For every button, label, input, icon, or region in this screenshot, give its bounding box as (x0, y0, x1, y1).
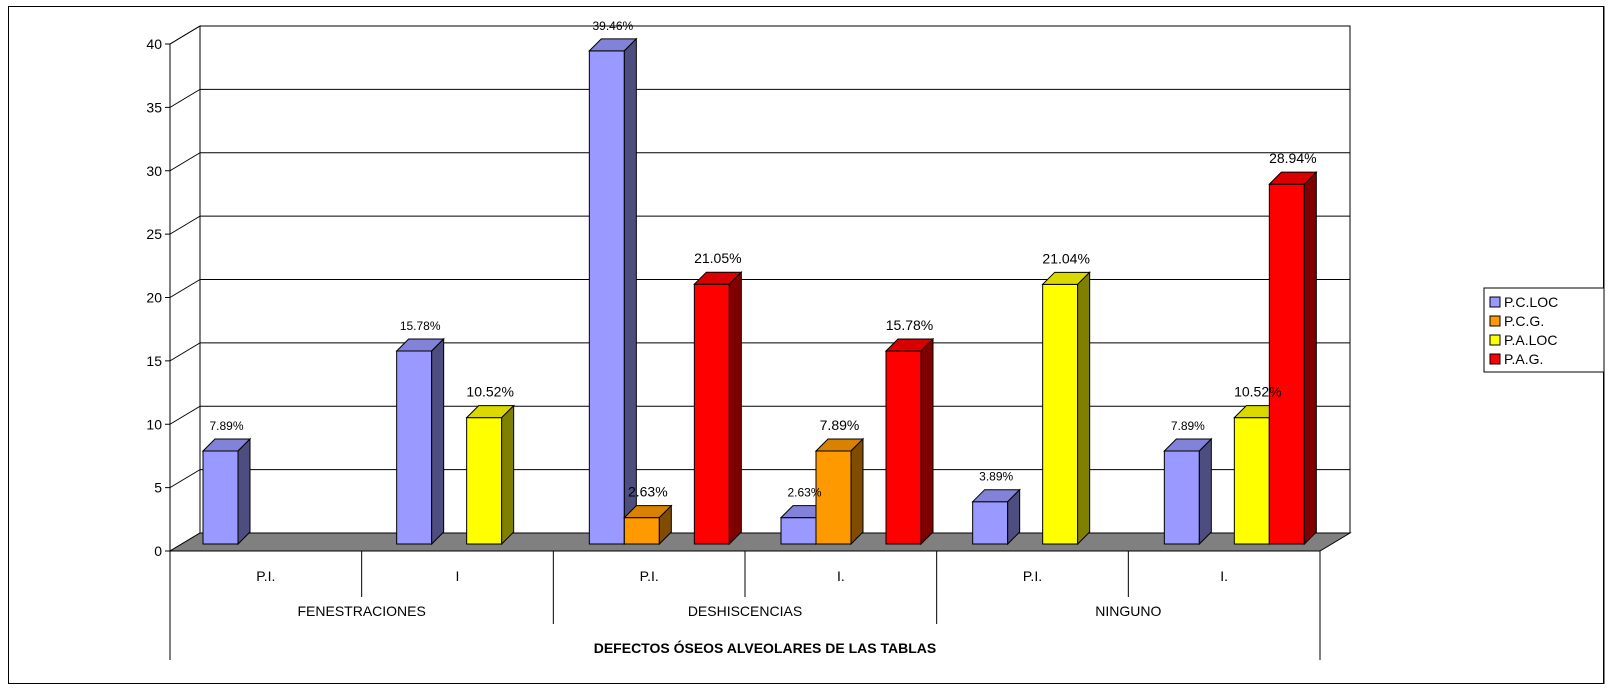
data-label: 15.78% (886, 317, 933, 333)
x-tick-label: I. (1220, 568, 1228, 584)
bar-P.A.LOC-4 (1041, 271, 1091, 546)
bar-P.A.LOC-1 (465, 404, 515, 546)
data-label: 7.89% (1171, 419, 1205, 433)
y-tick-label: 40 (146, 36, 162, 52)
y-tick-label: 35 (146, 99, 162, 115)
bar-front (1233, 417, 1270, 545)
bar-front (972, 501, 1009, 545)
data-label: 10.52% (1234, 384, 1281, 400)
y-tick-label: 30 (146, 163, 162, 179)
bar-P.C.LOC-2 (588, 37, 638, 546)
x-tick-label: I. (837, 568, 845, 584)
legend-swatch (1489, 334, 1501, 346)
bar-P.A.G.-5 (1268, 170, 1318, 546)
bar-side (623, 37, 637, 546)
bar-front (623, 517, 660, 545)
legend: P.C.LOC P.C.G. P.A.LOC P.A.G. (1483, 287, 1615, 373)
data-label: 21.05% (694, 250, 741, 266)
bar-front (885, 350, 922, 545)
gridline-side (169, 215, 201, 235)
legend-swatch (1489, 296, 1501, 308)
data-label: 7.89% (820, 417, 860, 433)
bar-P.C.LOC-4 (971, 488, 1021, 546)
y-tick-label: 20 (146, 290, 162, 306)
bar-front (1163, 450, 1200, 545)
x-tick-label: P.I. (640, 568, 659, 584)
gridline-side (169, 342, 201, 362)
gridline-side (169, 88, 201, 108)
frame-mask (1604, 0, 1615, 692)
gridline-side (169, 405, 201, 425)
bar-P.C.LOC-5 (1163, 437, 1213, 546)
x-group-label: FENESTRACIONES (297, 603, 425, 619)
legend-label: P.C.G. (1504, 313, 1544, 329)
gridline-side (169, 152, 201, 172)
bar-side (728, 270, 742, 546)
bar-side (1198, 437, 1212, 546)
gridlines (169, 25, 1350, 489)
data-label: 10.52% (466, 384, 513, 400)
y-tick-label: 15 (146, 353, 162, 369)
x-axis: P.I. I P.I. I. P.I. I. FENESTRACIONES DESHISCEN… (169, 550, 1321, 660)
x-tick-label: P.I. (256, 568, 275, 584)
bar-P.C.G.-3 (814, 437, 865, 546)
bar-front (693, 283, 730, 545)
data-labels: 7.89% 15.78% 10.52% 39.46% 2.63% 21.05% 2.63% 7… (209, 19, 1316, 500)
bar-P.A.G.-3 (884, 337, 935, 546)
data-label: 28.94% (1269, 150, 1316, 166)
bar-front (396, 350, 433, 545)
legend-label: P.A.G. (1504, 351, 1543, 367)
data-label: 7.89% (209, 419, 243, 433)
bar-front (202, 450, 239, 545)
legend-label: P.A.LOC (1504, 332, 1557, 348)
bar-side (501, 404, 515, 546)
y-tick-label: 5 (154, 480, 162, 496)
data-label: 15.78% (400, 319, 441, 333)
legend-swatch (1489, 353, 1501, 365)
bar-side (920, 337, 934, 546)
y-tick-label: 0 (154, 543, 162, 559)
gridline-side (169, 469, 201, 489)
data-label: 2.63% (787, 486, 821, 500)
data-label: 39.46% (592, 19, 633, 33)
gridline-side (169, 279, 201, 298)
bar-front (780, 517, 817, 545)
y-tick-label: 10 (146, 416, 162, 432)
y-tick-label: 25 (146, 226, 162, 242)
bar-front (466, 417, 503, 545)
bars (201, 37, 1318, 546)
x-group-label: DESHISCENCIAS (688, 603, 802, 619)
x-group-label: NINGUNO (1095, 603, 1161, 619)
bar-side (1303, 170, 1317, 546)
bar-side (1007, 488, 1021, 546)
data-label: 21.04% (1042, 250, 1089, 266)
bar-front (1268, 183, 1305, 545)
legend-label: P.C.LOC (1504, 294, 1558, 310)
x-tick-label: I (456, 568, 460, 584)
bar-front (588, 50, 625, 545)
bar-P.C.LOC-0 (201, 437, 252, 546)
data-label: 3.89% (979, 470, 1013, 484)
gridline-side (169, 25, 201, 45)
bar-side (431, 337, 445, 546)
data-label: 2.63% (628, 484, 668, 500)
bar-front (1042, 283, 1079, 545)
y-axis: 0 5 10 15 20 25 30 35 40 (146, 36, 171, 559)
bar-side (1077, 271, 1091, 546)
bar-front (815, 450, 852, 545)
bar-P.C.LOC-1 (395, 337, 445, 546)
legend-box (1483, 287, 1615, 373)
bar-P.C.G.-2 (623, 504, 673, 546)
x-tick-label: P.I. (1023, 568, 1042, 584)
bar-side (237, 437, 251, 546)
legend-swatch (1489, 315, 1501, 327)
bar-side (850, 437, 864, 546)
bar-P.A.G.-2 (693, 270, 743, 546)
x-axis-title: DEFECTOS ÓSEOS ALVEOLARES DE LAS TABLAS (594, 639, 937, 656)
bar-side (658, 504, 672, 546)
